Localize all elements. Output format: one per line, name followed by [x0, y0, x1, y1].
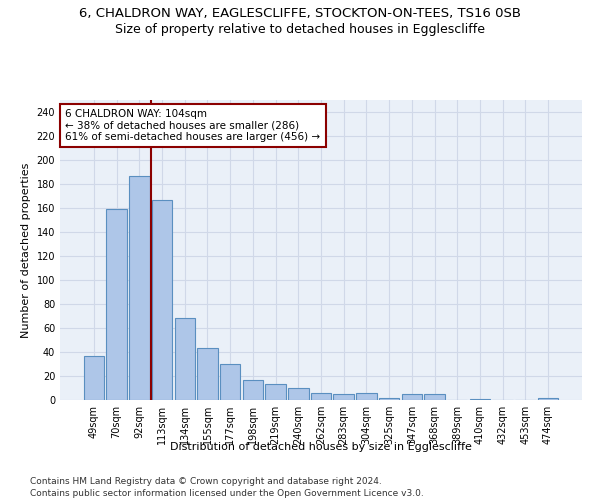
Bar — [197, 348, 218, 400]
Bar — [152, 200, 172, 400]
Bar — [129, 176, 149, 400]
Bar — [379, 398, 400, 400]
Text: Distribution of detached houses by size in Egglescliffe: Distribution of detached houses by size … — [170, 442, 472, 452]
Bar — [401, 394, 422, 400]
Bar — [311, 393, 331, 400]
Bar — [424, 394, 445, 400]
Bar — [538, 398, 558, 400]
Bar — [106, 209, 127, 400]
Bar — [220, 364, 241, 400]
Text: 6 CHALDRON WAY: 104sqm
← 38% of detached houses are smaller (286)
61% of semi-de: 6 CHALDRON WAY: 104sqm ← 38% of detached… — [65, 109, 320, 142]
Bar — [175, 318, 195, 400]
Text: Size of property relative to detached houses in Egglescliffe: Size of property relative to detached ho… — [115, 22, 485, 36]
Bar — [242, 380, 263, 400]
Text: Contains HM Land Registry data © Crown copyright and database right 2024.: Contains HM Land Registry data © Crown c… — [30, 478, 382, 486]
Bar — [84, 356, 104, 400]
Y-axis label: Number of detached properties: Number of detached properties — [21, 162, 31, 338]
Text: Contains public sector information licensed under the Open Government Licence v3: Contains public sector information licen… — [30, 489, 424, 498]
Bar — [356, 393, 377, 400]
Bar — [470, 399, 490, 400]
Text: 6, CHALDRON WAY, EAGLESCLIFFE, STOCKTON-ON-TEES, TS16 0SB: 6, CHALDRON WAY, EAGLESCLIFFE, STOCKTON-… — [79, 8, 521, 20]
Bar — [334, 394, 354, 400]
Bar — [265, 384, 286, 400]
Bar — [288, 388, 308, 400]
